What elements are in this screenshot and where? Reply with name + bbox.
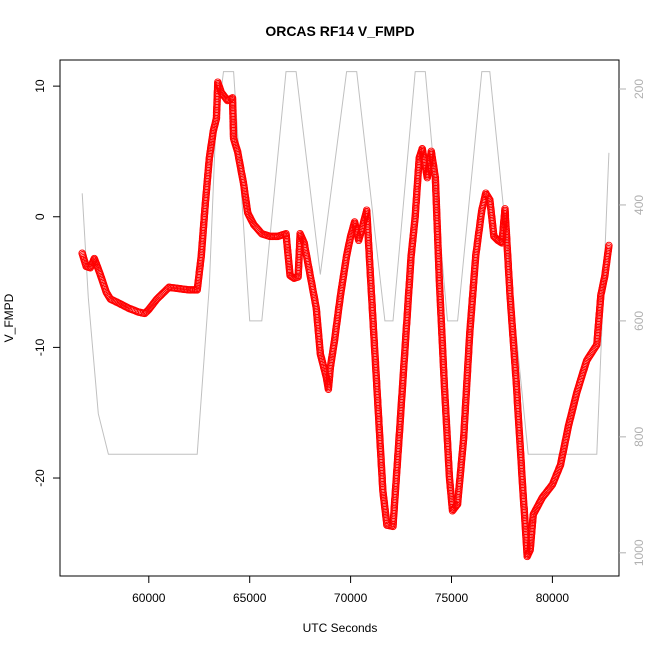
x-tick-label: 60000 — [132, 591, 166, 605]
x-axis-label: UTC Seconds — [303, 621, 378, 635]
x-axis: 60000 65000 70000 75000 80000 — [132, 576, 569, 605]
y-axis-label: V_FMPD — [2, 293, 16, 342]
data-point — [257, 228, 265, 237]
y-tick-label: -10 — [33, 338, 47, 356]
plot-frame — [59, 59, 620, 577]
y2-tick-label: 1000 — [632, 539, 646, 566]
x-tick-label: 75000 — [435, 591, 469, 605]
chart-title: ORCAS RF14 V_FMPD — [265, 23, 414, 39]
data-point — [605, 241, 613, 250]
y-tick-label: 10 — [33, 79, 47, 93]
y2-tick-label: 600 — [632, 311, 646, 331]
altitude-line — [81, 71, 610, 455]
y-tick-label: 0 — [33, 213, 47, 220]
data-points — [78, 78, 613, 561]
secondary-y-axis: 200 400 600 800 1000 — [619, 79, 646, 566]
y-tick-label: -20 — [33, 469, 47, 487]
x-tick-label: 65000 — [233, 591, 267, 605]
y2-tick-label: 200 — [632, 79, 646, 99]
y2-tick-label: 800 — [632, 427, 646, 447]
data-point — [289, 273, 297, 282]
data-point — [452, 502, 460, 511]
x-tick-label: 70000 — [334, 591, 368, 605]
y2-tick-label: 400 — [632, 195, 646, 215]
altitude-trace — [81, 71, 610, 455]
x-tick-label: 80000 — [536, 591, 570, 605]
y-axis: -20 -10 0 10 — [33, 79, 60, 487]
